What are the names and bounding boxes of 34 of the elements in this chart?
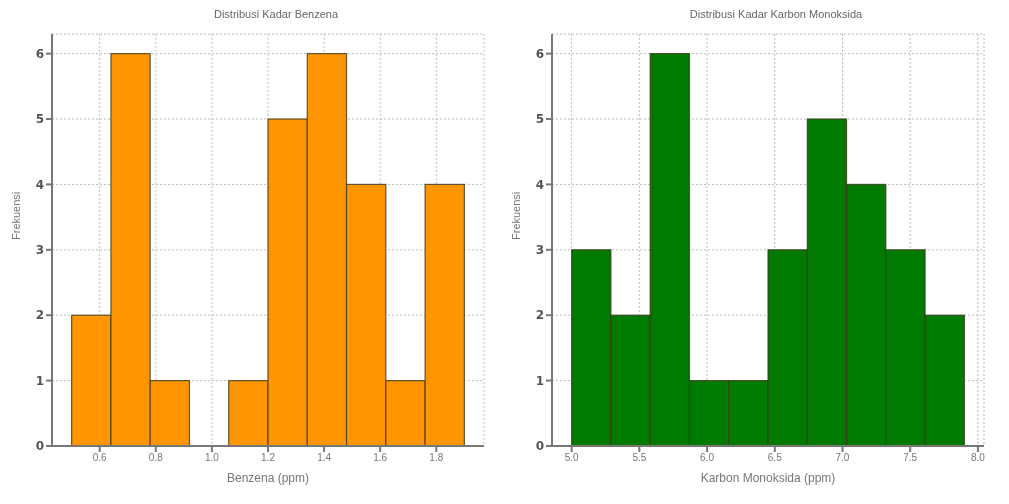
y-axis-title: Frekuensi xyxy=(509,191,522,240)
x-tick-label: 1.0 xyxy=(204,452,220,464)
y-tick-label: 0 xyxy=(35,439,44,454)
y-axis-title: Frekuensi xyxy=(9,191,22,240)
y-tick-label: 6 xyxy=(535,46,544,61)
y-tick-label: 1 xyxy=(35,373,44,388)
y-tick-label: 5 xyxy=(535,112,544,127)
x-tick-label: 5.0 xyxy=(564,452,580,464)
y-tick-label: 4 xyxy=(535,177,544,192)
x-tick-label: 6.0 xyxy=(700,452,715,464)
x-tick-label: 1.8 xyxy=(429,452,444,464)
x-tick-label: 1.4 xyxy=(317,452,332,464)
x-tick-label: 8.0 xyxy=(970,452,986,464)
y-tick-label: 6 xyxy=(35,46,44,61)
y-tick-label: 3 xyxy=(535,243,544,258)
x-tick-label: 7.5 xyxy=(903,452,918,464)
x-tick-label: 0.6 xyxy=(92,452,108,464)
y-tick-label: 4 xyxy=(35,177,44,192)
y-tick-label: 5 xyxy=(35,112,44,127)
x-tick-label: 6.5 xyxy=(767,452,783,464)
chart-title: Distribusi Kadar Benzena xyxy=(212,8,340,22)
x-axis-title: Benzena (ppm) xyxy=(226,471,310,485)
y-tick-label: 2 xyxy=(35,308,44,323)
y-tick-label: 0 xyxy=(535,439,544,454)
y-tick-label: 2 xyxy=(535,308,544,323)
x-tick-label: 5.5 xyxy=(632,452,647,464)
x-tick-label: 0.8 xyxy=(148,452,164,464)
x-tick-label: 7.0 xyxy=(835,452,850,464)
chart-title: Distribusi Kadar Karbon Monoksida xyxy=(688,8,864,22)
x-tick-label: 1.6 xyxy=(373,452,388,464)
x-axis-title: Karbon Monoksida (ppm) xyxy=(700,471,836,485)
y-tick-label: 3 xyxy=(35,243,44,258)
y-tick-label: 1 xyxy=(535,373,544,388)
x-tick-label: 1.2 xyxy=(261,452,276,464)
